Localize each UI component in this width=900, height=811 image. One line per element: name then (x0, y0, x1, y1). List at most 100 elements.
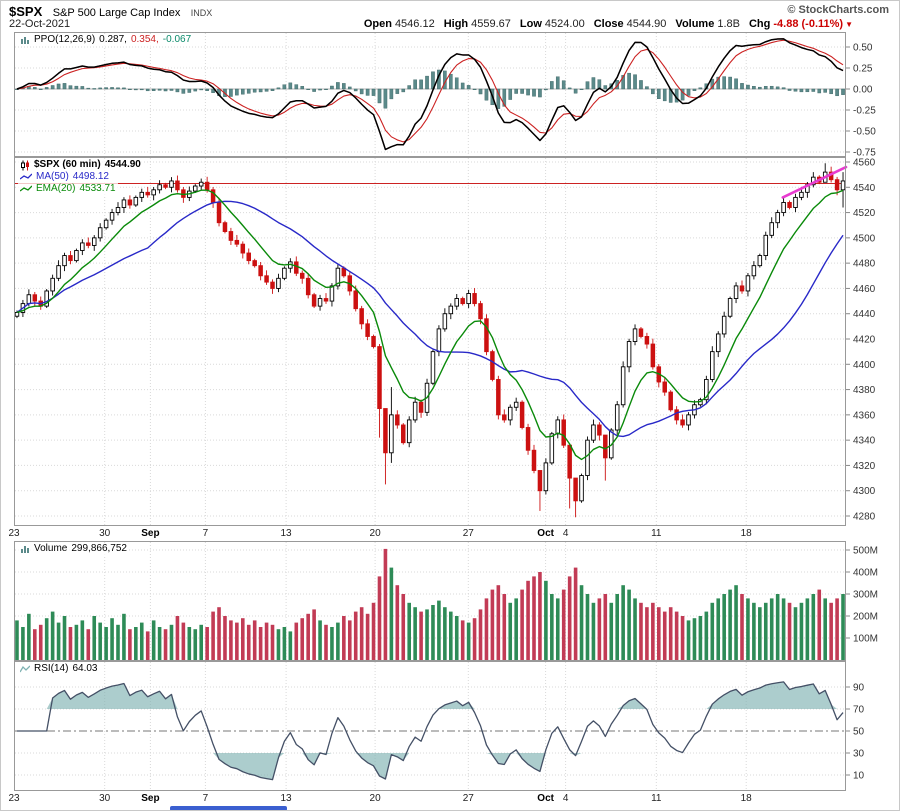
volume-bar (258, 627, 263, 660)
ppo-histogram-bar (645, 86, 649, 90)
y-axis-label: 50 (853, 727, 865, 738)
candle-body (80, 242, 85, 251)
ppo-histogram-bar (526, 88, 530, 96)
ppo-histogram-bar (621, 75, 625, 90)
candle-body (710, 351, 715, 380)
volume-bar (811, 594, 816, 660)
ppo-histogram-bar (722, 76, 726, 90)
x-tick-label: 7 (202, 528, 209, 539)
x-tick-label: 13 (280, 793, 292, 804)
ppo-panel: 0.50 0.25 0.00 -0.25 -0.50 -0.75 PPO(12,26,9)… (14, 32, 893, 157)
ma50-name: MA(50) (36, 171, 69, 182)
ppo-histogram-bar (383, 88, 388, 109)
volume-bar (472, 618, 477, 660)
volume-name: Volume (34, 543, 68, 554)
volume-bar (698, 616, 703, 660)
ema20-value: 4533.71 (79, 183, 116, 194)
ppo-histogram-bar (728, 76, 732, 90)
volume-bar (353, 611, 358, 660)
ppo-histogram-bar (365, 88, 370, 96)
candle-body (739, 285, 745, 292)
candle-body (68, 255, 73, 262)
x-tick-label: 18 (740, 793, 752, 804)
candle-body (365, 323, 370, 337)
ppo-histogram-bar (371, 88, 376, 96)
trendline (781, 165, 848, 199)
volume-bar (74, 624, 79, 660)
y-axis-label: 300M (853, 590, 878, 601)
y-axis-label: 4520 (853, 208, 876, 219)
y-axis-label: 100M (853, 634, 878, 645)
ppo-histogram-bar (544, 88, 548, 91)
volume-bar (722, 594, 726, 660)
candle-body (383, 408, 388, 454)
volume-bar (413, 607, 417, 660)
ppo-histogram-bar (240, 88, 245, 95)
volume-bar (621, 585, 625, 660)
candle-body (56, 265, 61, 279)
y-axis-label: 400M (853, 568, 878, 579)
ppo-histogram-bar (353, 88, 358, 92)
ppo-histogram-bar (841, 88, 845, 95)
y-axis-label: 0.25 (853, 64, 873, 75)
candle-body (294, 261, 299, 274)
volume-bar (615, 594, 619, 660)
ppo-histogram-bar (449, 73, 453, 90)
candle-body (603, 434, 608, 459)
ppo-histogram-bar (116, 87, 120, 90)
ppo-histogram-bar (502, 88, 507, 107)
y-axis-label: 4480 (853, 259, 876, 270)
ppo-histogram-bar (252, 88, 257, 93)
volume-bar (431, 605, 435, 660)
volume-bar (657, 607, 661, 660)
ppo-histogram-bar (312, 88, 316, 92)
stockcharts-credit: © StockCharts.com (787, 4, 889, 16)
volume-bar (692, 618, 697, 660)
ppo-histogram-bar (246, 88, 251, 94)
y-axis-label: 70 (853, 705, 865, 716)
y-axis-label: 4460 (853, 284, 876, 295)
volume-bar (300, 618, 305, 660)
y-axis-label: 0.00 (853, 85, 873, 96)
candle-body (198, 181, 204, 187)
volume-bar (246, 624, 251, 660)
volume-bar (680, 616, 685, 660)
ppo-value-histogram: -0.067 (162, 34, 192, 45)
candle-body (240, 243, 246, 254)
ppo-histogram-bar (205, 88, 209, 91)
volume-bar (377, 576, 382, 660)
candle-body (466, 293, 471, 305)
ppo-value-signal: 0.354, (130, 34, 159, 45)
candle-body (745, 275, 751, 292)
ppo-histogram-bar (763, 86, 768, 90)
ppo-histogram-bar (128, 88, 132, 91)
y-axis-label: 4300 (853, 486, 876, 497)
volume-bar (496, 585, 501, 660)
candle-body (733, 285, 739, 299)
volume-bar (544, 580, 548, 660)
h-scrollbar-thumb[interactable] (170, 806, 287, 810)
volume-bar (38, 624, 43, 660)
volume-bar (276, 629, 281, 660)
ema20-label: EMA(20) 4533.71 (18, 183, 118, 195)
rsi-plot: 90 70 30 10 50 (14, 661, 865, 791)
panel-border (14, 541, 846, 661)
volume-bar (68, 627, 73, 660)
x-tick-label: 20 (369, 793, 381, 804)
volume-bar (532, 576, 536, 660)
volume-bar (567, 576, 572, 660)
volume-bar (550, 594, 554, 660)
candle-body (751, 265, 757, 277)
candle-body (769, 222, 774, 236)
candle-body (389, 414, 394, 454)
ppo-histogram-bar (633, 74, 637, 90)
candle-body (454, 298, 459, 307)
volume-bar (229, 620, 233, 660)
volume-bar (294, 622, 299, 660)
volume-bar (288, 631, 293, 660)
volume-bar (15, 620, 19, 660)
y-axis-label: 4500 (853, 233, 876, 244)
volume-bar (389, 567, 394, 660)
volume-bar (145, 631, 150, 660)
volume-bar (241, 618, 245, 660)
